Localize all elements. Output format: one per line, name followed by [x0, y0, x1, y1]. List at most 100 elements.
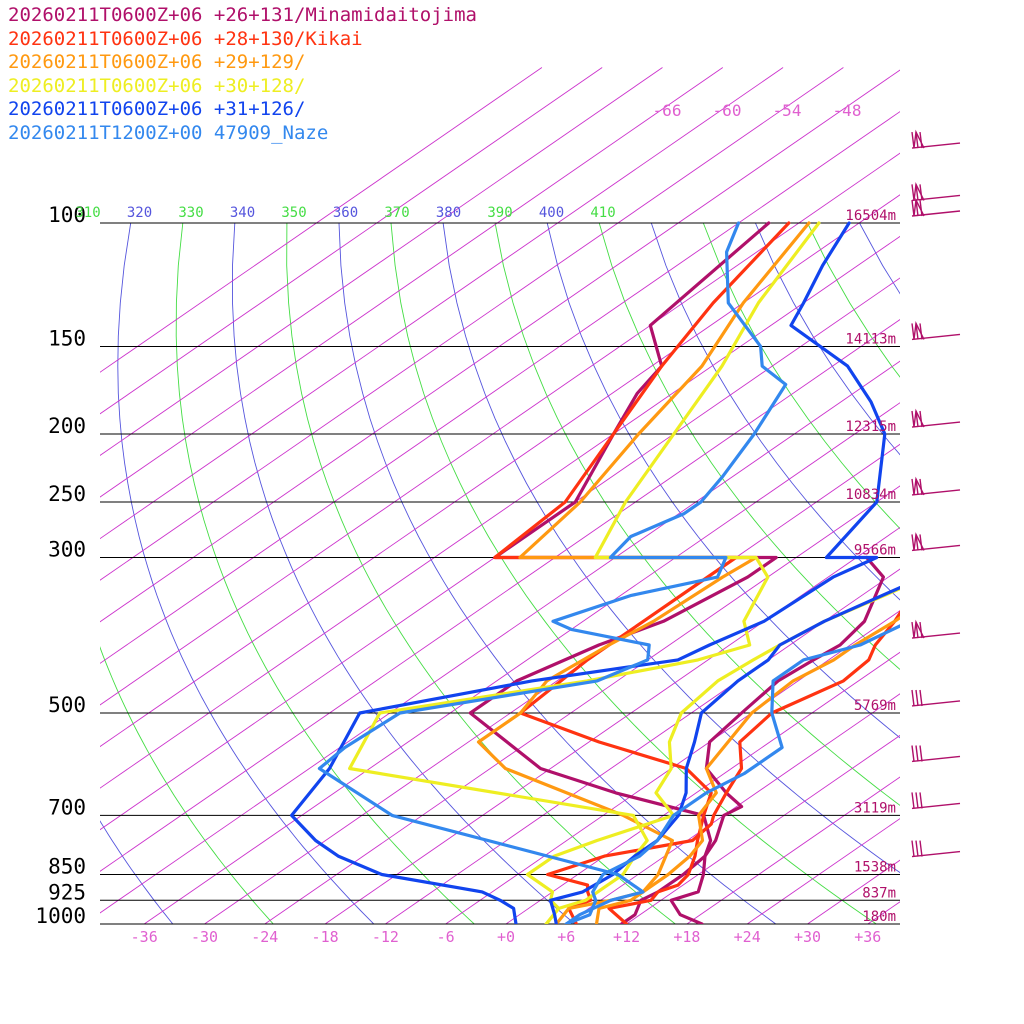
wind-barb-feather — [915, 745, 919, 762]
sounding-profiles — [290, 221, 900, 924]
isotherm-line — [928, 68, 1024, 925]
adiabat-line — [546, 222, 900, 739]
wind-barb-shaft — [911, 142, 961, 149]
wind-barb — [911, 197, 961, 217]
temperature-profile-line — [476, 221, 811, 924]
adiabat-lines — [100, 222, 1024, 924]
wind-barb-shaft — [911, 333, 961, 341]
isotherm-line — [204, 443, 900, 924]
isotherm-line — [626, 734, 900, 924]
adiabat-line — [100, 646, 274, 924]
wind-barb — [911, 840, 961, 858]
legend-entry: 20260211T0600Z+06 +29+129/ — [8, 51, 306, 73]
wind-barb — [911, 182, 961, 202]
wind-barb-shaft — [911, 544, 961, 552]
wind-barb-flag — [913, 321, 925, 340]
wind-barb-flag — [913, 476, 925, 496]
wind-barb-feather — [919, 745, 923, 762]
pressure-tick-label: 700 — [48, 795, 86, 819]
dewpoint-profile-line — [548, 585, 900, 924]
isotherm-line — [100, 67, 784, 540]
pressure-tick-label: 500 — [48, 693, 86, 717]
legend-entry: 20260211T0600Z+06 +26+131/Minamidaitojim… — [8, 4, 477, 26]
theta-label: 330 — [178, 205, 203, 221]
pressure-tick-label: 100 — [48, 203, 86, 227]
height-label: 837m — [862, 885, 896, 901]
temperature-tick-label: +18 — [673, 928, 700, 946]
isotherm-line — [566, 693, 900, 924]
wind-barb-shaft — [911, 489, 961, 496]
theta-label: 340 — [230, 205, 255, 221]
legend-entry: 20260211T0600Z+06 +28+130/Kikai — [8, 27, 363, 50]
height-label: 3119m — [854, 800, 896, 816]
pressure-tick-label: 1000 — [35, 904, 86, 928]
adiabat-line — [1016, 223, 1024, 924]
temperature-tick-label: -24 — [251, 928, 278, 946]
wind-barb — [911, 321, 961, 341]
wind-barb-shaft — [911, 632, 961, 639]
isotherm-line — [445, 610, 900, 924]
temperature-tick-label: +24 — [734, 928, 761, 946]
isotherm-line — [100, 69, 900, 623]
height-label: 16504m — [845, 208, 896, 224]
isotherm-line — [100, 67, 663, 456]
wind-barb-feather — [919, 534, 923, 551]
wind-barb-flag — [913, 532, 925, 551]
theta-label: 350 — [281, 205, 306, 221]
upper-temperature-label: -54 — [773, 101, 802, 120]
isotherm-line — [100, 67, 844, 581]
theta-label: 320 — [127, 205, 152, 221]
height-label: 180m — [862, 909, 896, 925]
wind-barb-feather — [919, 131, 923, 149]
wind-barb-shaft — [911, 755, 961, 763]
wind-barb-feather — [915, 840, 919, 857]
height-label: 14113m — [845, 331, 896, 347]
isotherm-line — [100, 152, 900, 706]
pressure-tick-label: 200 — [48, 414, 86, 438]
wind-barb — [911, 745, 961, 763]
isotherm-line — [100, 111, 900, 664]
temperature-profile-line — [317, 221, 788, 924]
height-label: 1538m — [854, 860, 896, 876]
adiabat-line — [859, 222, 900, 295]
isotherm-line — [100, 67, 543, 373]
upper-temperature-label: -48 — [833, 101, 862, 120]
adiabat-line — [117, 222, 375, 924]
isotherm-line — [143, 402, 900, 924]
legend-entry: 20260211T0600Z+06 +30+128/ — [8, 74, 306, 97]
adiabat-line — [912, 223, 1024, 924]
wind-barb — [911, 532, 961, 552]
adiabat-line — [175, 222, 475, 924]
wind-barb-flag — [913, 182, 925, 201]
wind-barb — [911, 129, 961, 149]
isotherm-line — [100, 67, 724, 498]
height-label: 5769m — [854, 698, 896, 714]
legend: 20260211T0600Z+06 +26+131/Minamidaitojim… — [8, 4, 477, 145]
wind-barb-feather — [919, 410, 923, 428]
wind-barb — [911, 408, 961, 428]
upper-temperature-label: -60 — [713, 101, 742, 120]
isotherm-line — [100, 319, 900, 872]
wind-barb-shaft — [911, 802, 961, 810]
height-label: 9566m — [854, 542, 896, 558]
wind-barb-flag — [913, 197, 925, 217]
temperature-profile-line — [290, 221, 887, 924]
wind-barb-shaft — [911, 210, 961, 217]
wind-barbs — [911, 129, 961, 858]
isotherm-line — [100, 235, 900, 789]
temperature-tick-label: +0 — [497, 928, 515, 946]
wind-barb-feather — [911, 792, 915, 809]
wind-barb — [911, 792, 961, 810]
theta-label: 400 — [539, 205, 564, 221]
pressure-tick-label: 925 — [48, 880, 86, 904]
theta-label: 310 — [75, 205, 100, 221]
upper-temperature-label: -66 — [653, 101, 682, 120]
theta-label: 410 — [590, 205, 615, 221]
temperature-tick-label: +30 — [794, 928, 821, 946]
height-label: 10834m — [845, 487, 896, 503]
legend-entry: 20260211T0600Z+06 +31+126/ — [8, 98, 306, 120]
isotherm-lines — [100, 67, 1024, 925]
pressure-tick-label: 150 — [48, 326, 86, 350]
theta-label: 360 — [333, 205, 358, 221]
